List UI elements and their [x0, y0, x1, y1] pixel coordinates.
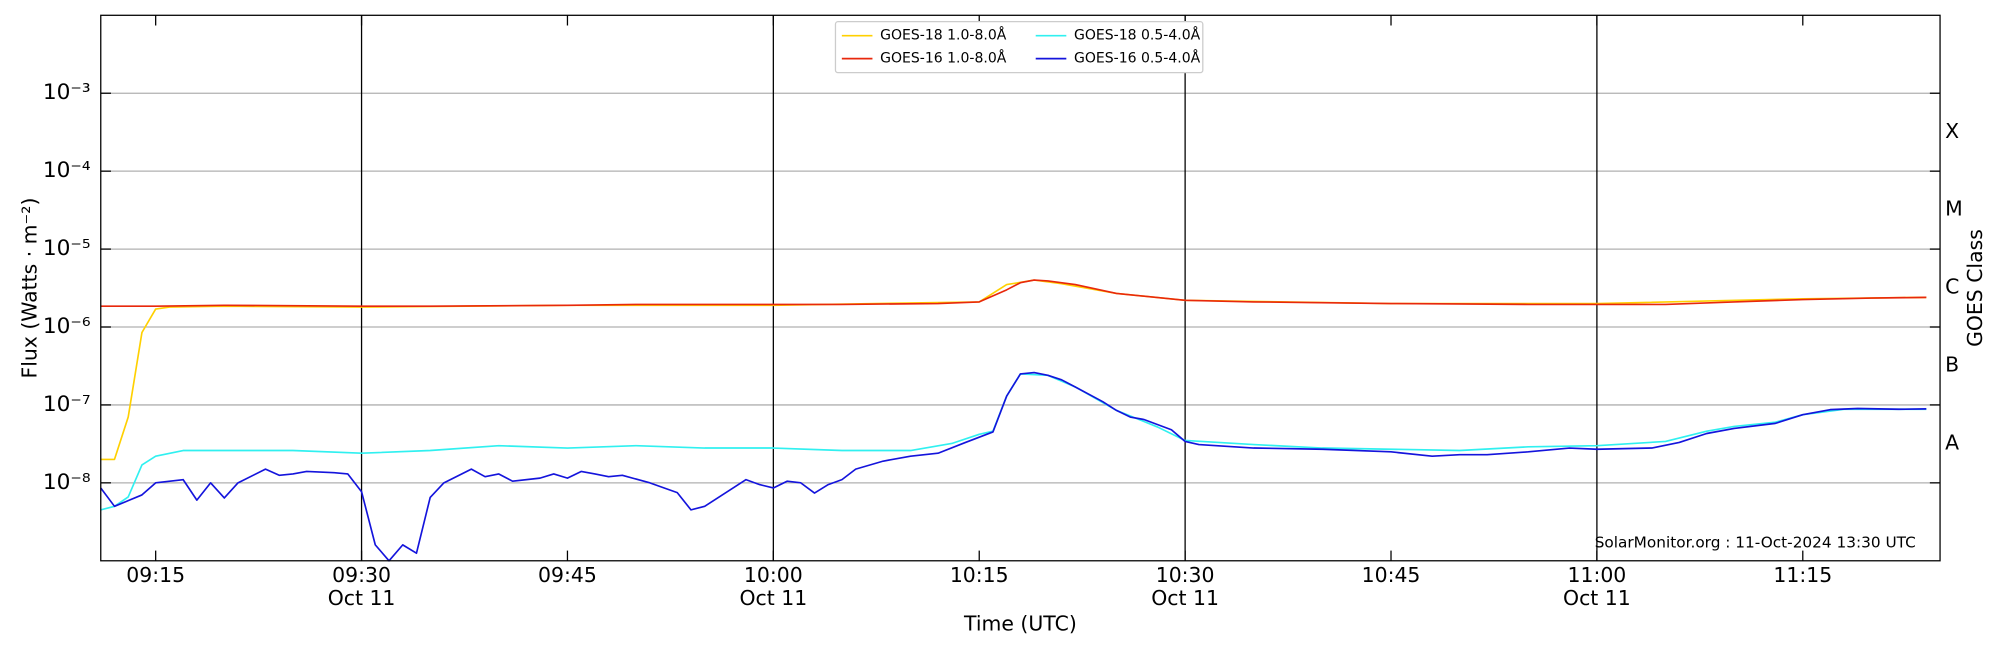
- y-tick-label: 10⁻³: [43, 80, 91, 105]
- series-line: [100, 371, 1927, 562]
- y-tick-label: 10⁻⁶: [43, 314, 91, 339]
- x-tick-label: 11:15: [1773, 563, 1832, 587]
- x-tick-label: 09:15: [126, 563, 185, 587]
- y-tick-label: 10⁻⁵: [43, 236, 91, 261]
- x-tick-label: 09:45: [538, 563, 597, 587]
- y-tick-label: 10⁻⁴: [43, 158, 91, 183]
- legend-label: GOES-18 1.0-8.0Å: [880, 27, 1007, 44]
- x-tick-label: 10:30: [1156, 563, 1215, 587]
- x-axis-label: Time (UTC): [963, 612, 1077, 636]
- x-tick-label: 11:00: [1568, 563, 1627, 587]
- x-tick-label: 10:45: [1362, 563, 1421, 587]
- y2-axis-label: GOES Class: [1963, 229, 1987, 347]
- y-tick-label: 10⁻⁷: [43, 392, 91, 417]
- y-tick-label: 10⁻⁸: [43, 470, 91, 495]
- y2-tick-label: A: [1945, 430, 1959, 454]
- series-line: [100, 373, 1927, 511]
- y2-tick-label: X: [1945, 119, 1959, 143]
- legend-label: GOES-18 0.5-4.0Å: [1074, 27, 1201, 44]
- legend-box: [834, 21, 1204, 74]
- legend-label: GOES-16 1.0-8.0Å: [880, 50, 1007, 67]
- x-tick-label: Oct 11: [739, 586, 807, 610]
- y-axis-label: Flux (Watts · m⁻²): [18, 198, 42, 379]
- x-tick-label: 10:15: [950, 563, 1009, 587]
- y2-tick-label: B: [1945, 353, 1959, 377]
- x-tick-label: 10:00: [744, 563, 803, 587]
- legend-label: GOES-16 0.5-4.0Å: [1074, 50, 1201, 67]
- series-line: [100, 279, 1927, 308]
- x-tick-label: 09:30: [332, 563, 391, 587]
- y2-tick-label: M: [1945, 197, 1963, 221]
- annotation: SolarMonitor.org : 11-Oct-2024 13:30 UTC: [1595, 533, 1916, 551]
- plot-frame: [100, 14, 1941, 562]
- x-tick-label: Oct 11: [1563, 586, 1631, 610]
- x-tick-label: Oct 11: [1151, 586, 1219, 610]
- x-tick-label: Oct 11: [328, 586, 396, 610]
- y2-tick-label: C: [1945, 275, 1959, 299]
